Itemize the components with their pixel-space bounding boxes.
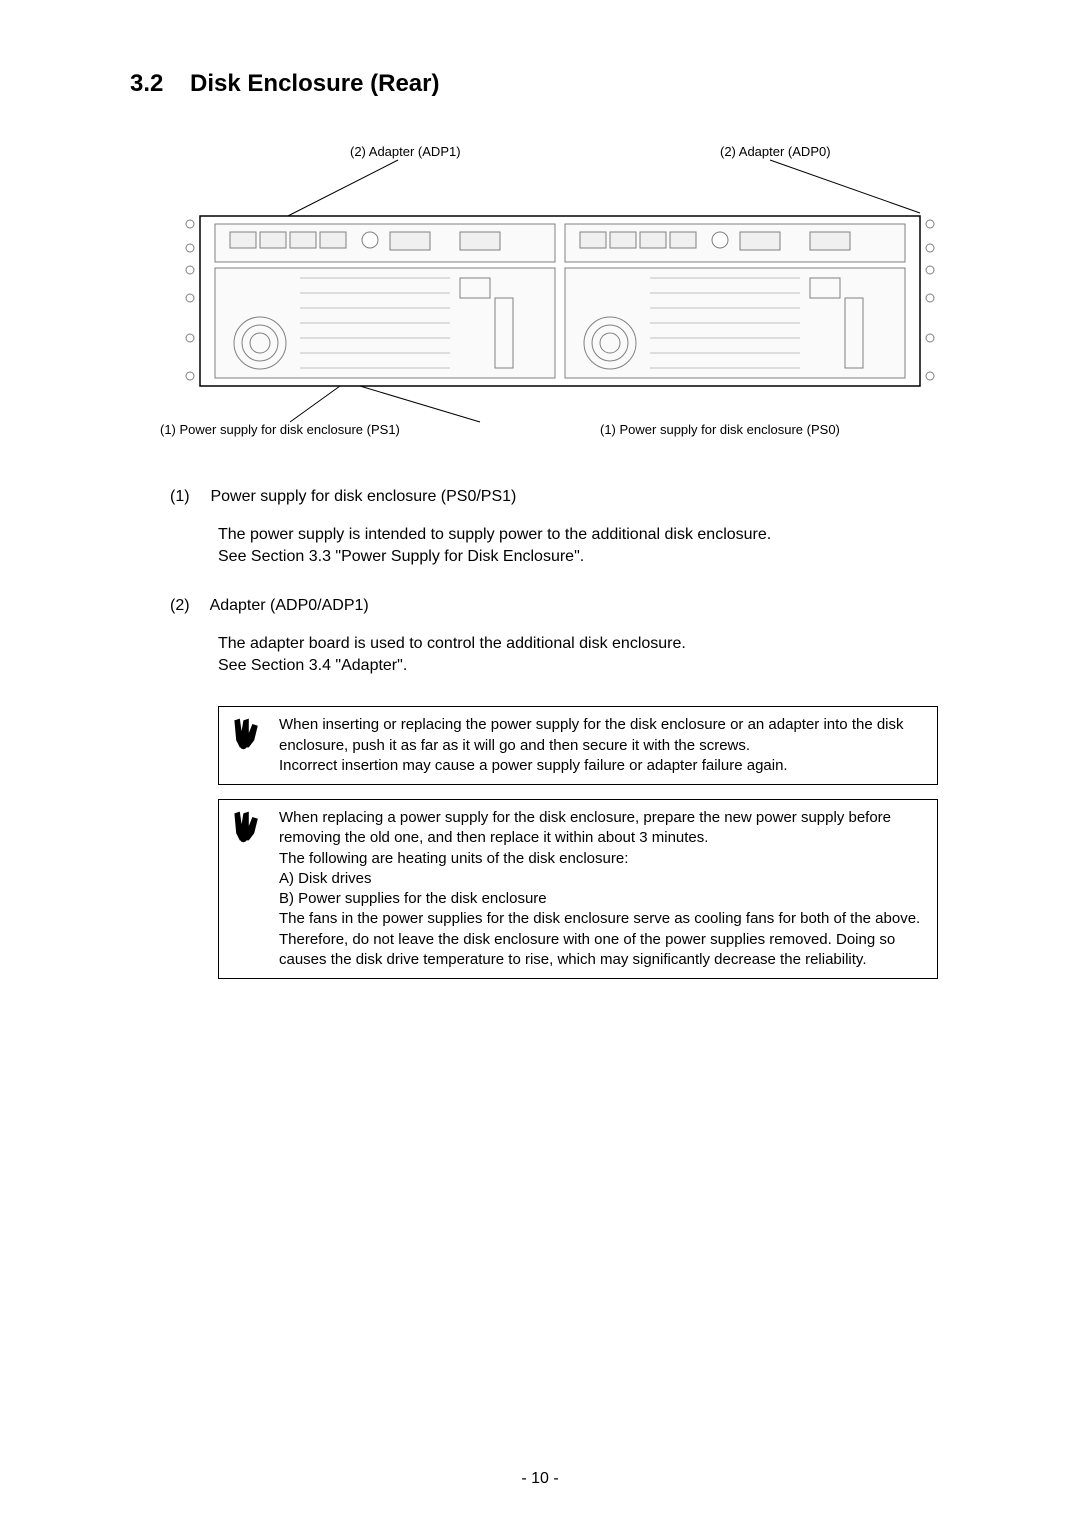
label-ps0: (1) Power supply for disk enclosure (PS0… <box>600 422 840 437</box>
item-1-num: (1) <box>170 488 206 506</box>
callout-2: When replacing a power supply for the di… <box>218 799 938 979</box>
section-number: 3.2 <box>130 70 163 97</box>
callout-2-line-3: A) Disk drives <box>279 869 927 889</box>
body: (1) Power supply for disk enclosure (PS0… <box>170 488 970 979</box>
item-2-line-2: See Section 3.4 "Adapter". <box>218 655 970 677</box>
item-1-title: Power supply for disk enclosure (PS0/PS1… <box>210 488 516 505</box>
item-1-line-1: The power supply is intended to supply p… <box>218 524 970 546</box>
label-adp1: (2) Adapter (ADP1) <box>350 144 461 159</box>
callout-2-line-4: B) Power supplies for the disk enclosure <box>279 889 927 909</box>
callout-2-line-2: The following are heating units of the d… <box>279 849 927 869</box>
label-adp0: (2) Adapter (ADP0) <box>720 144 831 159</box>
item-2-title: Adapter (ADP0/ADP1) <box>210 597 369 614</box>
item-2-line-1: The adapter board is used to control the… <box>218 633 970 655</box>
rear-diagram-svg: (2) Adapter (ADP1) (2) Adapter (ADP0) <box>160 138 940 438</box>
hand-stop-icon <box>229 715 265 751</box>
item-2-num: (2) <box>170 597 206 615</box>
callout-2-line-5: The fans in the power supplies for the d… <box>279 909 927 970</box>
section-heading: 3.2 Disk Enclosure (Rear) <box>130 70 970 98</box>
section-title: Disk Enclosure (Rear) <box>190 70 439 97</box>
item-1: (1) Power supply for disk enclosure (PS0… <box>170 488 970 567</box>
hand-stop-icon <box>229 808 265 844</box>
label-ps1: (1) Power supply for disk enclosure (PS1… <box>160 422 400 437</box>
diagram: (2) Adapter (ADP1) (2) Adapter (ADP0) <box>160 138 940 438</box>
page-number: - 10 - <box>0 1470 1080 1488</box>
item-2: (2) Adapter (ADP0/ADP1) The adapter boar… <box>170 597 970 676</box>
page: 3.2 Disk Enclosure (Rear) (2) Adapter (A… <box>0 0 1080 1528</box>
callout-2-line-1: When replacing a power supply for the di… <box>279 808 927 849</box>
item-1-line-2: See Section 3.3 "Power Supply for Disk E… <box>218 546 970 568</box>
callout-1-line-1: When inserting or replacing the power su… <box>279 715 927 756</box>
callout-1: When inserting or replacing the power su… <box>218 706 938 785</box>
callout-1-line-2: Incorrect insertion may cause a power su… <box>279 756 927 776</box>
